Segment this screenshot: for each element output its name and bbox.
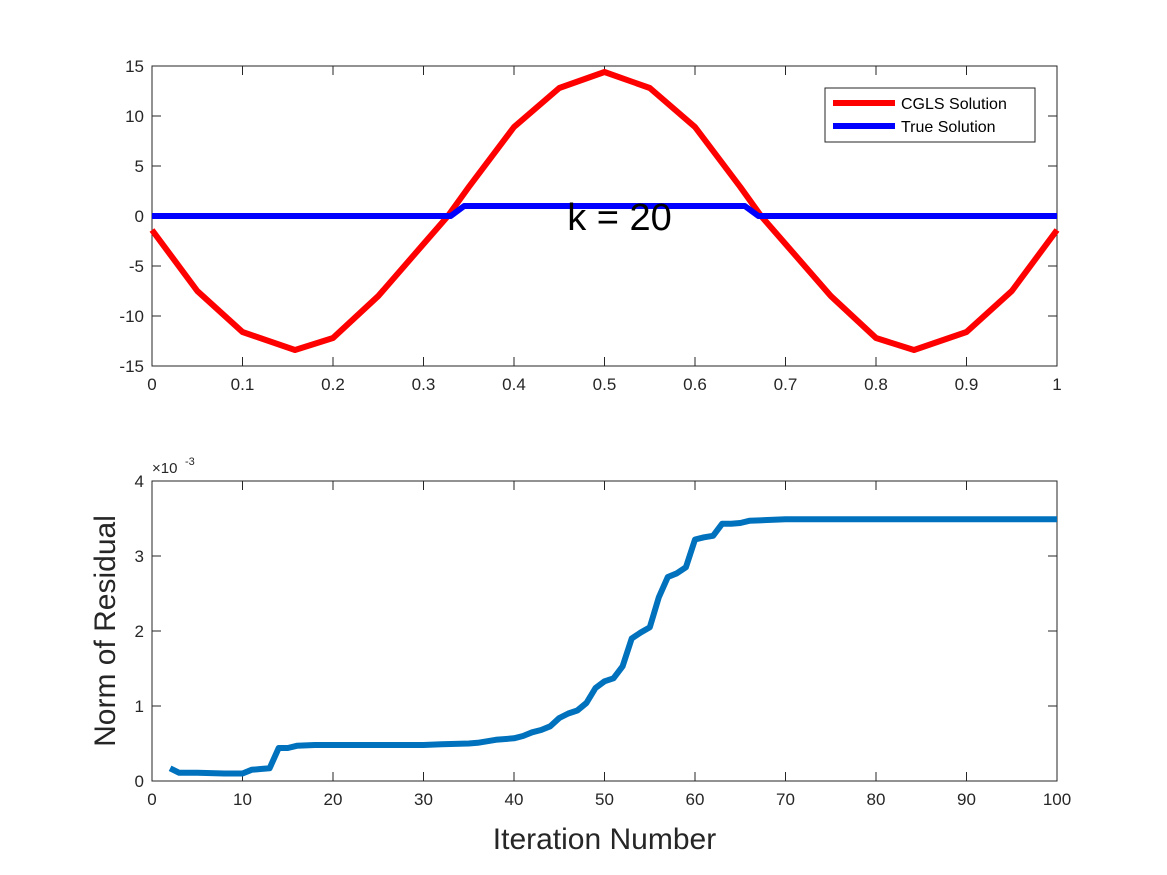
top-x-tick-label: 1: [1052, 375, 1061, 394]
top-x-tick-label: 0.5: [593, 375, 617, 394]
bottom-y-tick-label: 1: [135, 697, 144, 716]
bottom-x-tick-label: 50: [595, 790, 614, 809]
top-x-tick-label: 0.8: [864, 375, 888, 394]
bottom-y-tick-label: 2: [135, 622, 144, 641]
top-x-tick-label: 0.6: [683, 375, 707, 394]
top-y-tick-label: -10: [119, 307, 144, 326]
bottom-x-tick-label: 80: [867, 790, 886, 809]
top-x-tick-label: 0.7: [774, 375, 798, 394]
top-x-tick-label: 0: [147, 375, 156, 394]
bottom-x-tick-label: 30: [414, 790, 433, 809]
bottom-x-tick-label: 40: [505, 790, 524, 809]
top-x-tick-label: 0.4: [502, 375, 526, 394]
bottom-y-tick-label: 0: [135, 772, 144, 791]
legend-box: [824, 87, 1036, 143]
top-x-tick-label: 0.2: [321, 375, 345, 394]
bottom-x-tick-label: 0: [147, 790, 156, 809]
bottom-x-tick-label: 20: [324, 790, 343, 809]
top-y-tick-label: 0: [135, 207, 144, 226]
x-axis-title: Iteration Number: [493, 823, 716, 856]
top-x-tick-label: 0.1: [231, 375, 255, 394]
bottom-x-tick-label: 90: [957, 790, 976, 809]
bottom-series-residual: [168, 516, 1057, 777]
bottom-x-tick-label: 10: [233, 790, 252, 809]
top-series-cgls-solution: [149, 69, 1060, 353]
legend-label: CGLS Solution: [901, 96, 1007, 113]
legend-label: True Solution: [901, 119, 996, 136]
y-axis-title: Norm of Residual: [89, 515, 122, 747]
top-y-tick-label: 10: [125, 107, 144, 126]
top-chart: 0 0.1 0.2 0.3 0.4 0.5 0.6 0.7 0.8 0.9 1 15 10 5 0 -5 -10…: [119, 57, 1061, 394]
top-x-tick-label: 0.9: [955, 375, 979, 394]
bottom-x-tick-label: 60: [686, 790, 705, 809]
top-y-tick-label: -5: [129, 257, 144, 276]
bottom-x-tick-label: 100: [1043, 790, 1071, 809]
top-y-tick-label: 5: [135, 157, 144, 176]
annotation-label: k = 20: [567, 197, 672, 239]
top-y-tick-label: 15: [125, 57, 144, 76]
top-y-tick-label: -15: [119, 357, 144, 376]
top-x-tick-label: 0.3: [412, 375, 436, 394]
bottom-y-tick-label: 3: [135, 547, 144, 566]
y-exponent-label: ×10: [152, 460, 177, 477]
top-series-true-solution: [152, 203, 1057, 219]
y-exponent-power: -3: [185, 456, 195, 468]
bottom-x-tick-label: 70: [776, 790, 795, 809]
bottom-y-tick-label: 4: [135, 472, 144, 491]
